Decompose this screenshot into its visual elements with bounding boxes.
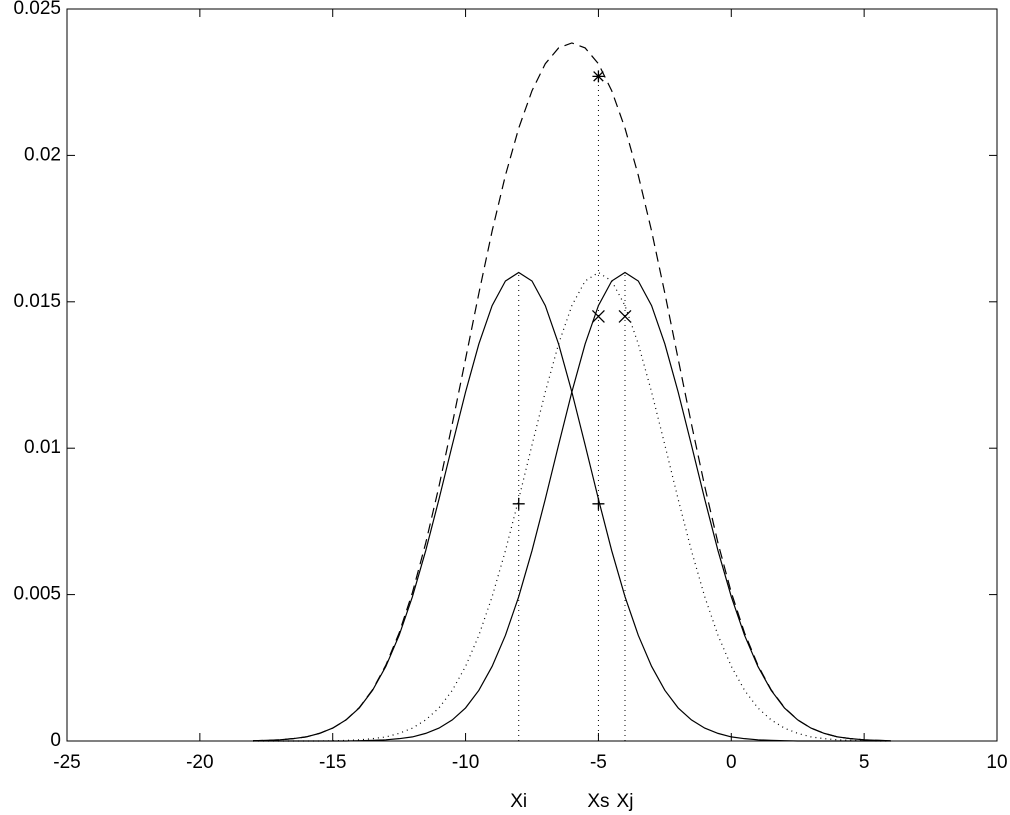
y-tick-label: 0 [50,730,61,751]
y-tick-label: 0.005 [13,584,61,605]
series-line [252,271,891,742]
x-tick-label: 5 [859,752,870,773]
y-tick-label: 0.01 [24,437,61,458]
annotation: Xj [617,791,634,812]
marker [618,309,632,323]
y-tick-label: 0.025 [13,0,61,19]
x-tick-label: 0 [726,752,737,773]
x-tick-label: -15 [319,752,346,773]
series-line [253,271,891,742]
marker [591,309,605,323]
x-tick-label: -5 [590,752,607,773]
annotation: Xi [510,791,527,812]
x-tick-label: -20 [186,752,213,773]
x-tick-label: 10 [986,752,1007,773]
y-tick-label: 0.015 [13,291,61,312]
y-tick-label: 0.02 [24,144,61,165]
series-line [252,42,891,742]
annotation: Xs [587,791,609,812]
plot-frame [66,8,998,742]
x-tick-label: -25 [53,752,80,773]
marker [592,497,605,510]
marker [512,497,525,510]
marker [592,70,605,83]
series-line [253,271,891,742]
x-tick-label: -10 [452,752,479,773]
